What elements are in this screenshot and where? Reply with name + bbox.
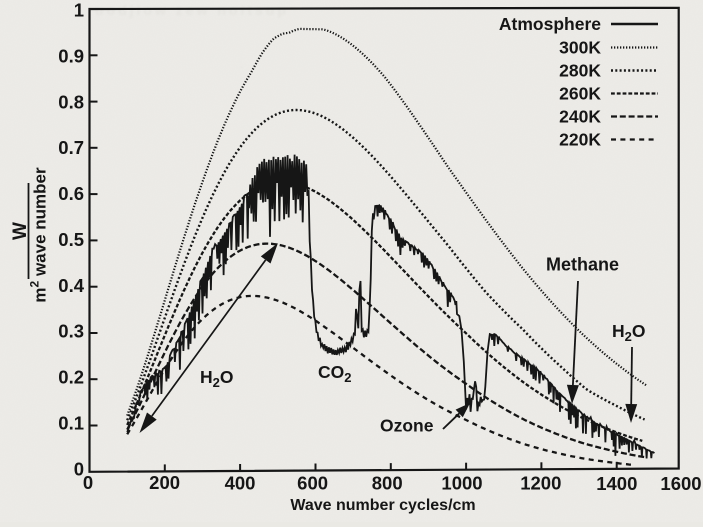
svg-text:1600: 1600 — [660, 473, 701, 494]
svg-text:0.1: 0.1 — [58, 413, 84, 434]
svg-text:600: 600 — [297, 473, 328, 494]
svg-text:260K: 260K — [559, 84, 601, 104]
svg-text:1000: 1000 — [441, 473, 482, 494]
svg-text:.: . — [240, 56, 244, 71]
svg-text:800: 800 — [372, 473, 403, 494]
svg-text:0.5: 0.5 — [58, 229, 84, 250]
svg-text:Wave number cycles/cm: Wave number cycles/cm — [290, 497, 475, 514]
svg-text:Ozone: Ozone — [380, 416, 434, 436]
svg-text:0.9: 0.9 — [58, 45, 84, 66]
svg-text:0: 0 — [83, 472, 93, 493]
svg-text:CO2: CO2 — [318, 362, 351, 385]
svg-text:280K: 280K — [559, 61, 601, 81]
svg-text:0: 0 — [74, 458, 84, 479]
svg-text:0.2: 0.2 — [58, 367, 84, 388]
svg-text:W: W — [10, 222, 31, 240]
svg-text:0.6: 0.6 — [58, 183, 84, 204]
svg-text:240K: 240K — [559, 107, 601, 127]
svg-text:400: 400 — [225, 473, 256, 494]
svg-text:1200: 1200 — [520, 473, 561, 494]
svg-text:H2O: H2O — [200, 367, 234, 390]
svg-text:220K: 220K — [559, 130, 601, 150]
svg-text:m2 wave number: m2 wave number — [28, 167, 50, 303]
svg-text:1: 1 — [74, 0, 84, 21]
svg-text:0.4: 0.4 — [58, 275, 84, 296]
svg-text:Atmosphere: Atmosphere — [499, 14, 601, 34]
svg-text:Methane: Methane — [546, 255, 619, 275]
svg-text:0.3: 0.3 — [58, 321, 84, 342]
svg-text:H2O: H2O — [612, 321, 646, 344]
svg-text:0.7: 0.7 — [58, 137, 84, 158]
svg-text:uodjiow zew noitsup: uodjiow zew noitsup — [95, 2, 289, 18]
svg-text:300K: 300K — [559, 38, 601, 58]
svg-text:200: 200 — [149, 472, 180, 493]
svg-text:0.8: 0.8 — [58, 91, 84, 112]
svg-text:1400: 1400 — [596, 473, 637, 494]
